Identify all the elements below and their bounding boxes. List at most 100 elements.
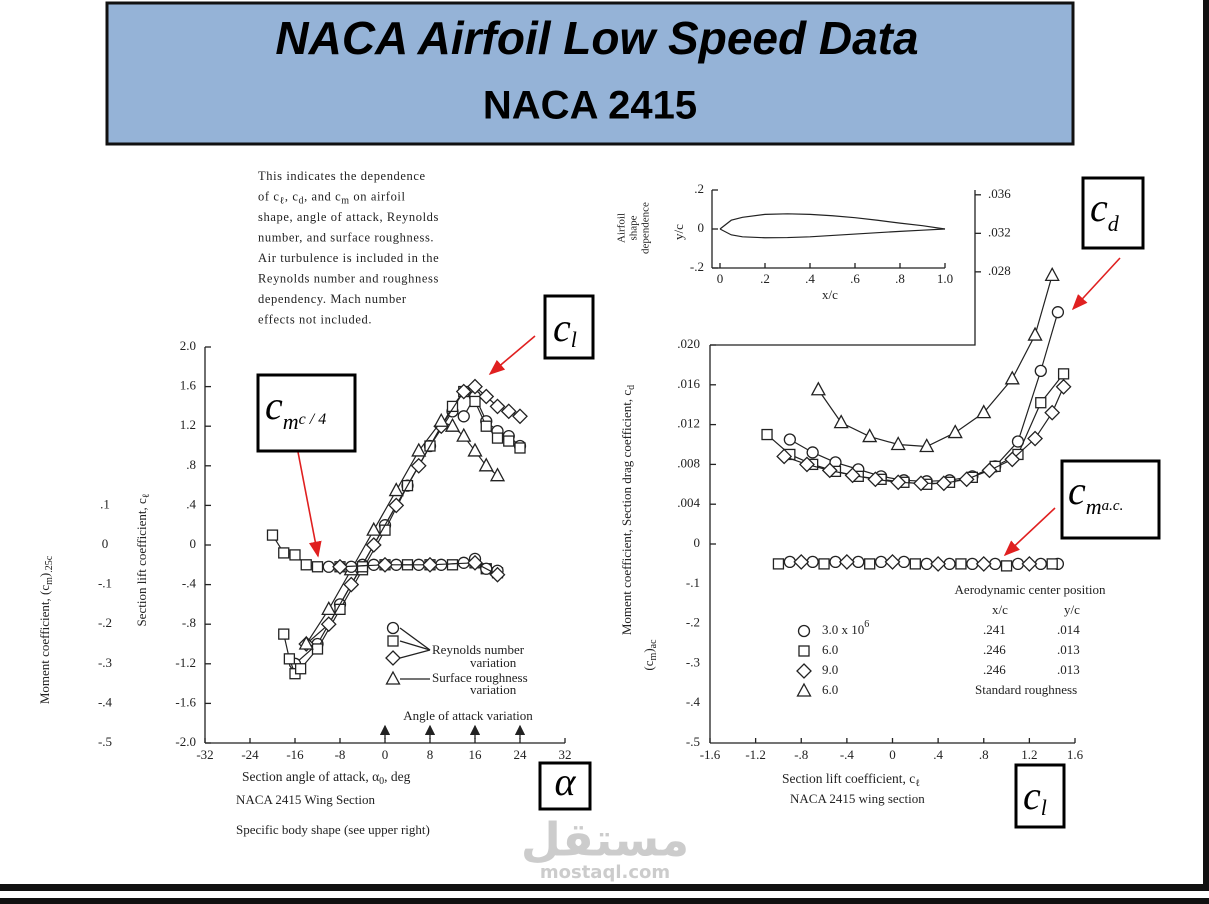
- x-tick-label: 16: [469, 747, 483, 762]
- marker: [796, 663, 812, 679]
- text-segment: m: [341, 196, 349, 207]
- marker: [1034, 364, 1047, 378]
- marker: [478, 457, 494, 472]
- marker: [1044, 266, 1060, 282]
- marker: [467, 442, 483, 457]
- marker: [478, 388, 495, 405]
- legend-cell: .246: [983, 642, 1006, 657]
- y2-tick-label: .028: [988, 263, 1011, 278]
- marker: [1046, 558, 1058, 570]
- text-segment: This indicates the dependence: [258, 169, 426, 183]
- callout: cl: [1014, 763, 1066, 829]
- marker: [909, 558, 921, 570]
- x-tick-label: -.4: [840, 747, 855, 762]
- marker: [821, 462, 838, 479]
- x-tick-label: .4: [933, 747, 943, 762]
- marker: [1021, 555, 1038, 572]
- marker: [455, 383, 472, 400]
- text-segment: m: [648, 652, 659, 660]
- marker: [930, 555, 947, 572]
- x-tick-label: .8: [895, 271, 905, 286]
- legend-label-text: 6.0: [822, 642, 838, 657]
- x-tick-label: -16: [286, 747, 304, 762]
- svg-text:cmc / 4: cmc / 4: [265, 383, 326, 434]
- y-tick-label: 0: [698, 220, 705, 235]
- marker: [947, 424, 963, 439]
- marker: [958, 471, 975, 488]
- y-tick-label: -2.0: [175, 734, 196, 749]
- x-tick-label: 24: [514, 747, 528, 762]
- y-tick-label: .004: [677, 495, 700, 510]
- marker: [797, 624, 811, 638]
- text-segment: Section angle of attack, α: [242, 769, 379, 784]
- marker: [388, 497, 405, 514]
- subscript: a.c.: [1102, 498, 1124, 514]
- legend-label: variation: [470, 655, 517, 670]
- x-tick-label: -32: [196, 747, 213, 762]
- text-segment: ac: [648, 639, 659, 648]
- marker: [366, 521, 382, 536]
- y2-tick-label: -.2: [98, 615, 112, 630]
- x-tick-label: .8: [979, 747, 989, 762]
- y2-tick-label: -.4: [98, 694, 113, 709]
- legend-label: 9.0: [822, 662, 838, 677]
- text-segment: number, and surface roughness.: [258, 230, 434, 244]
- marker: [489, 398, 506, 415]
- series-line: [719, 228, 946, 239]
- arrow: [297, 451, 322, 558]
- marker: [356, 561, 369, 573]
- text-segment: Moment coefficient, (c: [37, 585, 52, 704]
- legend-column: x/c: [992, 602, 1008, 617]
- y-tick-label: 0: [694, 535, 701, 550]
- y-tick-label: -.8: [182, 615, 196, 630]
- marker: [818, 558, 830, 570]
- x-tick-label: 0: [717, 271, 724, 286]
- text-segment: ): [641, 648, 656, 652]
- symbol: c: [553, 305, 571, 350]
- symbol: c: [1023, 773, 1041, 818]
- legend-label-text: 6.0: [822, 682, 838, 697]
- legend-line: [399, 649, 431, 659]
- y-axis-label: Section lift coefficient, cℓ: [134, 493, 152, 626]
- marker: [975, 555, 992, 572]
- x-tick-label: 8: [427, 747, 434, 762]
- marker: [278, 628, 290, 640]
- y-tick-label: .016: [677, 376, 700, 391]
- x-axis-label: x/c: [822, 287, 838, 302]
- marker: [1027, 326, 1043, 341]
- inset-title: Airfoil: [616, 213, 628, 243]
- legend-cell: .241: [983, 622, 1006, 637]
- y2-tick-label: -.2: [686, 615, 700, 630]
- marker: [410, 457, 427, 474]
- marker: [514, 442, 526, 454]
- marker: [489, 566, 506, 583]
- marker: [1004, 370, 1020, 385]
- legend-label: variation: [470, 682, 517, 697]
- text-segment: effects not included.: [258, 312, 372, 326]
- marker: [1057, 368, 1070, 380]
- legend-note: Standard roughness: [975, 682, 1077, 697]
- legend-label-text: 9.0: [822, 662, 838, 677]
- marker: [385, 650, 401, 666]
- text-segment: , c: [285, 189, 299, 203]
- x-tick-label: 0: [889, 747, 896, 762]
- marker: [377, 556, 393, 573]
- note-line: Air turbulence is included in the: [258, 251, 439, 265]
- watermark: mostaql.com: [540, 862, 670, 883]
- inset-bracket: [710, 190, 976, 346]
- bottom-bar: [0, 898, 1209, 904]
- text-segment: ): [37, 573, 52, 577]
- marker: [913, 475, 929, 492]
- marker: [862, 428, 878, 443]
- callout: α: [538, 759, 592, 811]
- marker: [446, 400, 459, 413]
- text-segment: d: [299, 196, 305, 207]
- x-axis-label: Section lift coefficient, cℓ: [782, 771, 920, 789]
- text-segment: d: [626, 385, 637, 390]
- marker: [864, 558, 876, 570]
- y-tick-label: .4: [186, 496, 196, 511]
- callout: cma.c.: [1060, 459, 1161, 540]
- legend-label: Surface roughness: [432, 670, 528, 685]
- legend-line: [399, 640, 431, 651]
- y-tick-label: 0: [190, 536, 197, 551]
